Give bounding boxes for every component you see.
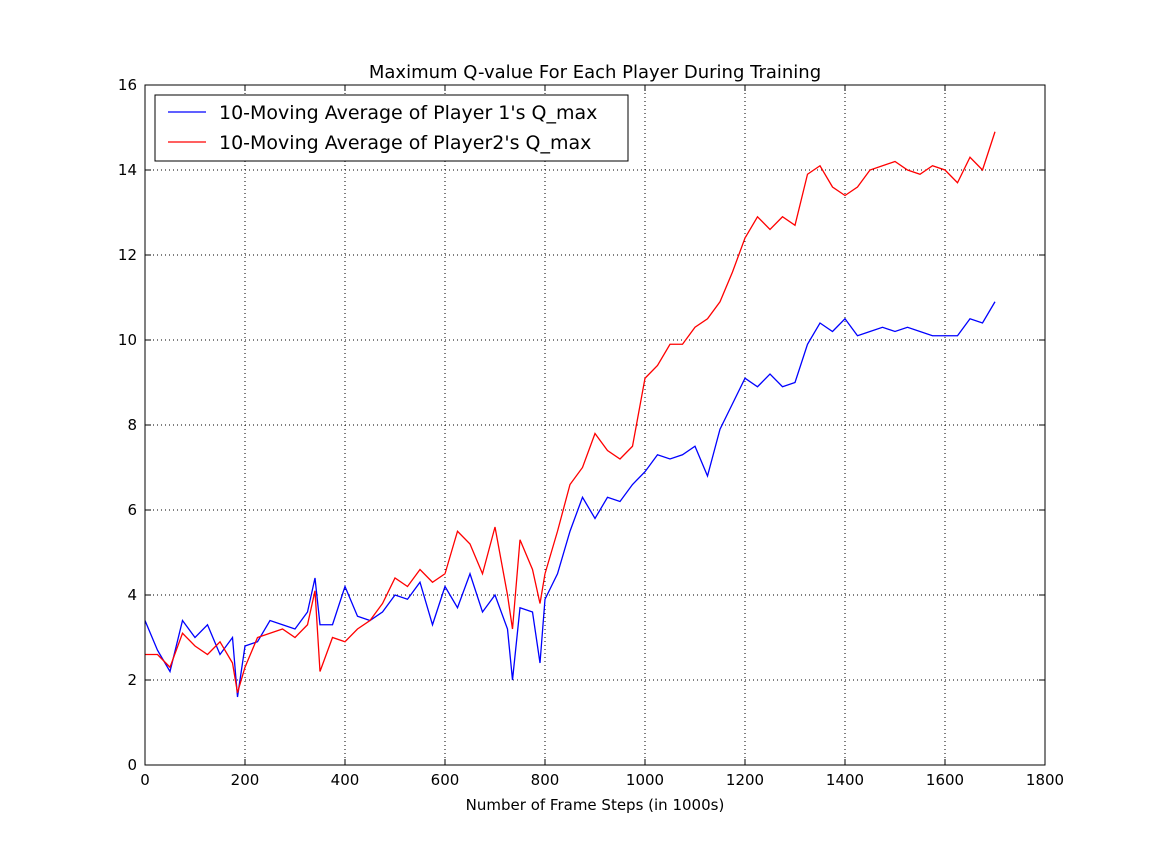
- x-tick-label: 1800: [1026, 771, 1064, 789]
- x-tick-label: 400: [331, 771, 360, 789]
- x-axis-label: Number of Frame Steps (in 1000s): [466, 796, 725, 814]
- legend-label: 10-Moving Average of Player 1's Q_max: [219, 102, 597, 124]
- y-tick-label: 10: [118, 331, 137, 349]
- x-tick-label: 1200: [726, 771, 764, 789]
- x-tick-label: 1400: [826, 771, 864, 789]
- legend-label: 10-Moving Average of Player2's Q_max: [219, 132, 591, 154]
- chart-title: Maximum Q-value For Each Player During T…: [369, 62, 821, 83]
- y-tick-label: 2: [127, 671, 137, 689]
- plot-frame: [144, 84, 1046, 766]
- x-tick-label: 1000: [626, 771, 664, 789]
- x-tick-label: 200: [231, 771, 260, 789]
- x-tick-label: 800: [531, 771, 560, 789]
- legend-box: [154, 94, 629, 162]
- y-tick-label: 6: [127, 501, 137, 519]
- data-line: [145, 131, 996, 693]
- y-tick-label: 12: [118, 246, 137, 264]
- x-tick-label: 0: [140, 771, 150, 789]
- data-line: [144, 301, 996, 698]
- y-tick-label: 4: [127, 586, 137, 604]
- x-tick-label: 600: [431, 771, 460, 789]
- y-tick-label: 0: [127, 756, 137, 774]
- y-tick-label: 16: [118, 76, 137, 94]
- y-tick-label: 14: [118, 161, 137, 179]
- y-tick-label: 8: [127, 416, 137, 434]
- x-tick-label: 1600: [926, 771, 964, 789]
